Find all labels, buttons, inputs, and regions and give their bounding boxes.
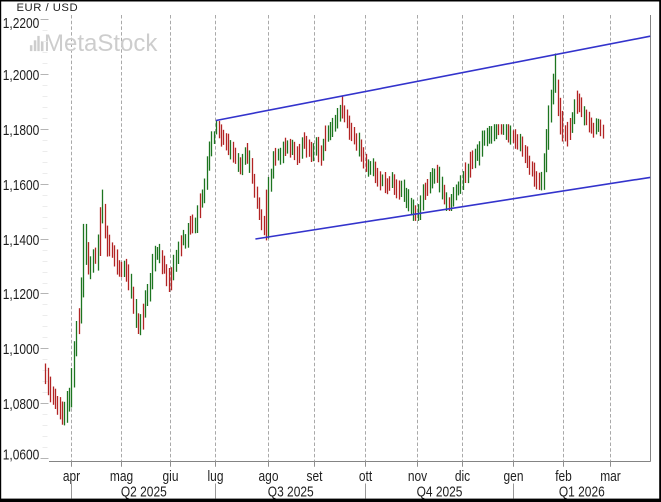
svg-text:Q2 2025: Q2 2025 — [121, 483, 167, 499]
svg-text:mar: mar — [600, 468, 621, 484]
svg-text:feb: feb — [555, 468, 572, 484]
svg-text:1,2200: 1,2200 — [3, 15, 40, 31]
svg-text:ago: ago — [259, 468, 279, 484]
svg-text:1,1200: 1,1200 — [3, 286, 40, 302]
svg-text:EUR / USD: EUR / USD — [17, 2, 79, 14]
svg-text:dic: dic — [455, 468, 471, 484]
svg-text:nov: nov — [408, 468, 428, 484]
svg-text:mag: mag — [110, 468, 133, 484]
svg-text:1,0800: 1,0800 — [3, 396, 40, 412]
svg-text:gen: gen — [504, 468, 524, 484]
svg-text:ott: ott — [359, 468, 373, 484]
svg-text:1,1800: 1,1800 — [3, 122, 40, 138]
svg-text:1,2000: 1,2000 — [3, 67, 40, 83]
svg-text:giu: giu — [163, 468, 179, 484]
svg-text:apr: apr — [63, 468, 81, 484]
svg-text:1,1000: 1,1000 — [3, 341, 40, 357]
svg-text:1,1400: 1,1400 — [3, 232, 40, 248]
svg-text:set: set — [307, 468, 323, 484]
svg-text:Q4 2025: Q4 2025 — [417, 483, 463, 499]
svg-text:lug: lug — [208, 468, 224, 484]
svg-text:MetaStock: MetaStock — [44, 30, 158, 57]
svg-text:Q1 2026: Q1 2026 — [559, 483, 605, 499]
svg-text:Q3 2025: Q3 2025 — [268, 483, 314, 499]
svg-text:1,0600: 1,0600 — [3, 446, 40, 462]
svg-text:1,1600: 1,1600 — [3, 177, 40, 193]
